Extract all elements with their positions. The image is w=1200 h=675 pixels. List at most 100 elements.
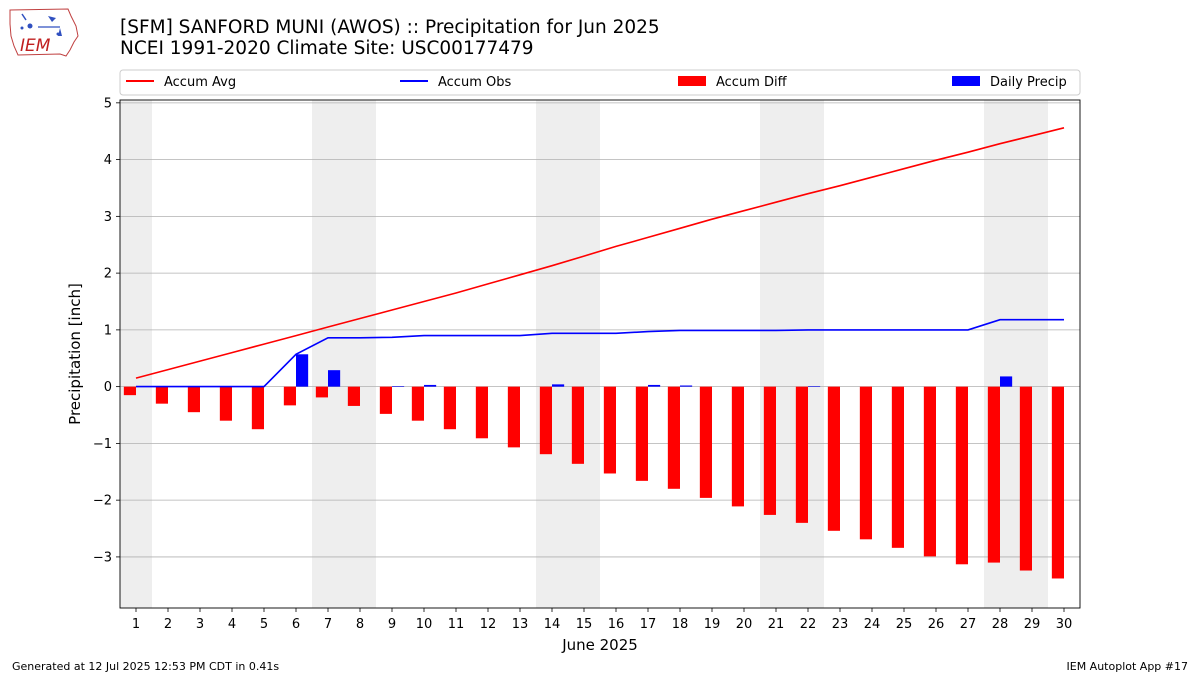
accum-diff-bar bbox=[891, 386, 904, 548]
daily-precip-bar bbox=[296, 354, 309, 387]
accum-diff-bar bbox=[923, 386, 936, 557]
legend-label: Accum Diff bbox=[716, 75, 788, 90]
x-tick-label: 11 bbox=[448, 617, 465, 632]
daily-precip-bar bbox=[808, 386, 821, 387]
app-note: IEM Autoplot App #17 bbox=[1066, 660, 1189, 673]
daily-precip-bar bbox=[552, 384, 565, 387]
accum-diff-bar bbox=[955, 386, 968, 565]
x-tick-label: 3 bbox=[196, 617, 204, 632]
x-tick-label: 14 bbox=[544, 617, 561, 632]
y-tick-label: 1 bbox=[104, 323, 112, 338]
x-tick-label: 16 bbox=[608, 617, 625, 632]
x-tick-label: 7 bbox=[324, 617, 332, 632]
logo-text: IEM bbox=[20, 36, 51, 56]
generated-note: Generated at 12 Jul 2025 12:53 PM CDT in… bbox=[12, 660, 280, 673]
legend-label: Accum Obs bbox=[438, 75, 511, 90]
weekend-band-28 bbox=[984, 100, 1016, 608]
x-tick-label: 2 bbox=[164, 617, 172, 632]
title-line-2: NCEI 1991-2020 Climate Site: USC00177479 bbox=[120, 38, 534, 59]
weekend-band-1 bbox=[120, 100, 152, 608]
plot-frame bbox=[119, 99, 1081, 609]
accum-diff-bar bbox=[987, 386, 1000, 563]
iowa-map-icon: IEM bbox=[9, 8, 79, 57]
x-tick-label: 17 bbox=[640, 617, 657, 632]
accum-diff-bar bbox=[475, 386, 488, 439]
accum-diff-bar bbox=[315, 386, 328, 398]
daily-precip-bar bbox=[648, 384, 661, 387]
accum-diff-bar bbox=[123, 386, 136, 396]
x-tick-label: 20 bbox=[736, 617, 753, 632]
bars bbox=[123, 354, 1077, 579]
weekend-band-21 bbox=[760, 100, 792, 608]
accum-diff-bar bbox=[443, 386, 456, 430]
weekend-band-15 bbox=[568, 100, 600, 608]
y-axis-label: Precipitation [inch] bbox=[66, 283, 84, 425]
legend-swatch-2 bbox=[678, 76, 706, 86]
y-tick-label: −3 bbox=[93, 550, 112, 565]
y-tick-label: 3 bbox=[104, 210, 112, 225]
accum-diff-bar bbox=[411, 386, 424, 421]
daily-precip-bar bbox=[328, 370, 341, 387]
y-tick-label: 2 bbox=[104, 267, 112, 282]
x-tick-label: 23 bbox=[832, 617, 849, 632]
y-tick-label: −2 bbox=[93, 494, 112, 509]
daily-precip-bar bbox=[680, 385, 693, 387]
accum-diff-bar bbox=[507, 386, 520, 448]
daily-precip-bar bbox=[424, 384, 437, 387]
accum-diff-bar bbox=[667, 386, 680, 489]
x-tick-label: 9 bbox=[388, 617, 396, 632]
y-tick-label: 0 bbox=[104, 380, 112, 395]
legend-box bbox=[119, 69, 1081, 96]
accum-diff-bar bbox=[379, 386, 392, 414]
grid-lines bbox=[120, 102, 1080, 558]
accum-diff-bar bbox=[859, 386, 872, 540]
x-tick-label: 28 bbox=[992, 617, 1009, 632]
accum-diff-bar bbox=[1051, 386, 1064, 579]
accum-diff-bar bbox=[283, 386, 296, 406]
x-tick-label: 27 bbox=[960, 617, 977, 632]
series-lines bbox=[135, 127, 1065, 388]
accum-diff-bar bbox=[1019, 386, 1032, 571]
accum-avg-line bbox=[135, 127, 1065, 379]
title-line-1: [SFM] SANFORD MUNI (AWOS) :: Precipitati… bbox=[120, 17, 660, 38]
accum-diff-bar bbox=[699, 386, 712, 498]
x-tick-label: 8 bbox=[356, 617, 364, 632]
accum-diff-bar bbox=[763, 386, 776, 515]
x-axis-label: June 2025 bbox=[561, 636, 638, 654]
x-tick-label: 6 bbox=[292, 617, 300, 632]
accum-diff-bar bbox=[155, 386, 168, 404]
daily-precip-bar bbox=[1000, 376, 1013, 387]
x-tick-label: 5 bbox=[260, 617, 268, 632]
accum-diff-bar bbox=[347, 386, 360, 406]
legend-label: Accum Avg bbox=[164, 75, 236, 90]
accum-diff-bar bbox=[635, 386, 648, 481]
x-tick-label: 29 bbox=[1024, 617, 1041, 632]
accum-diff-bar bbox=[187, 386, 200, 413]
accum-diff-bar bbox=[827, 386, 840, 531]
accum-obs-line bbox=[136, 318, 1064, 388]
legend-label: Daily Precip bbox=[990, 75, 1067, 90]
legend-swatch-3 bbox=[952, 76, 980, 86]
y-tick-label: 5 bbox=[104, 96, 112, 111]
weekend-band-7 bbox=[312, 100, 344, 608]
weekend-band-29 bbox=[1016, 100, 1048, 608]
y-tick-label: −1 bbox=[93, 437, 112, 452]
iem-logo: IEM bbox=[8, 6, 80, 60]
x-tick-label: 1 bbox=[132, 617, 140, 632]
accum-diff-bar bbox=[539, 386, 552, 455]
daily-precip-bar bbox=[392, 386, 405, 387]
weekend-shading bbox=[120, 100, 1048, 608]
legend: Accum Avg Accum Obs Accum Diff Daily Precip bbox=[119, 69, 1081, 96]
x-tick-label: 19 bbox=[704, 617, 721, 632]
x-tick-label: 13 bbox=[512, 617, 529, 632]
x-tick-label: 22 bbox=[800, 617, 817, 632]
x-tick-label: 25 bbox=[896, 617, 913, 632]
accum-diff-bar bbox=[251, 386, 264, 430]
chart-title: [SFM] SANFORD MUNI (AWOS) :: Precipitati… bbox=[120, 17, 660, 59]
x-tick-label: 10 bbox=[416, 617, 433, 632]
x-tick-label: 21 bbox=[768, 617, 785, 632]
x-tick-label: 30 bbox=[1056, 617, 1073, 632]
x-tick-label: 12 bbox=[480, 617, 497, 632]
